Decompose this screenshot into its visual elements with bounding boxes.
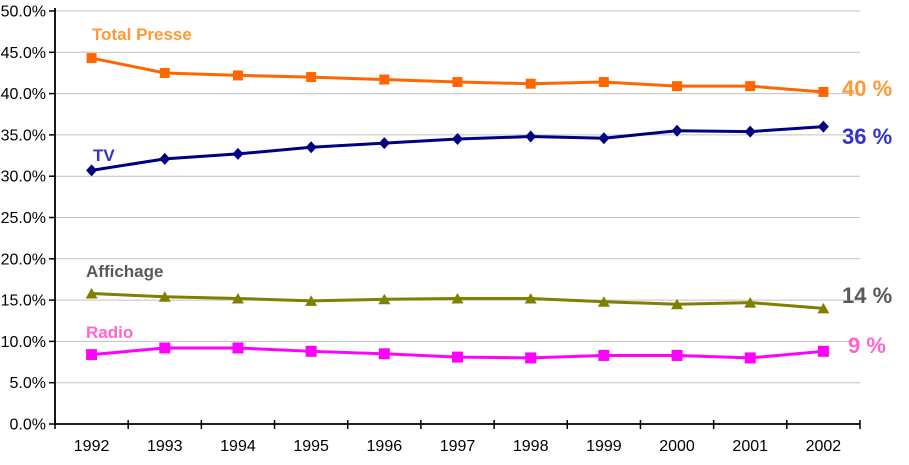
- y-tick-label: 0.0%: [10, 417, 46, 434]
- marker-total-presse: [306, 72, 317, 83]
- marker-affichage: [597, 296, 610, 307]
- marker-total-presse: [818, 86, 829, 97]
- marker-tv: [452, 133, 463, 146]
- marker-tv: [378, 137, 390, 150]
- x-tick-label: 1992: [74, 438, 110, 455]
- marker-tv: [86, 164, 98, 177]
- y-tick-label: 10.0%: [1, 334, 46, 351]
- end-value-label-tv: 36 %: [842, 124, 893, 149]
- marker-total-presse: [745, 81, 756, 92]
- marker-radio: [744, 352, 756, 364]
- marker-radio: [671, 349, 683, 361]
- marker-radio: [378, 348, 390, 360]
- marker-affichage: [451, 292, 464, 304]
- marker-total-presse: [159, 67, 170, 78]
- marker-radio: [86, 349, 98, 361]
- marker-total-presse: [232, 70, 243, 81]
- end-value-label-affichage: 14 %: [842, 283, 893, 308]
- y-tick-label: 45.0%: [1, 45, 46, 62]
- marker-affichage: [671, 298, 684, 310]
- x-tick-label: 2002: [806, 438, 842, 455]
- x-tick-label: 1999: [586, 438, 622, 455]
- y-tick-label: 30.0%: [1, 169, 46, 186]
- x-tick-label: 1997: [440, 438, 476, 455]
- marker-affichage: [85, 287, 98, 299]
- marker-affichage: [231, 292, 244, 304]
- marker-total-presse: [86, 53, 97, 64]
- marker-total-presse: [379, 74, 390, 85]
- marker-total-presse: [525, 78, 536, 89]
- x-tick-label: 1996: [367, 438, 403, 455]
- x-tick-label: 1994: [220, 438, 256, 455]
- marker-tv: [817, 120, 829, 133]
- marker-total-presse: [598, 77, 609, 88]
- marker-tv: [671, 124, 683, 137]
- marker-affichage: [158, 291, 171, 302]
- y-tick-label: 50.0%: [1, 4, 46, 21]
- marker-affichage: [378, 293, 391, 305]
- marker-tv: [232, 147, 244, 160]
- x-tick-label: 2001: [732, 438, 768, 455]
- marker-radio: [305, 345, 317, 357]
- marker-tv: [525, 130, 537, 143]
- marker-total-presse: [672, 81, 683, 92]
- marker-radio: [817, 345, 829, 357]
- marker-radio: [159, 342, 171, 354]
- marker-tv: [598, 132, 610, 145]
- x-tick-label: 2000: [659, 438, 695, 455]
- marker-radio: [452, 351, 463, 363]
- marker-tv: [159, 152, 171, 165]
- y-tick-label: 20.0%: [1, 251, 46, 268]
- marker-radio: [525, 352, 537, 364]
- series-label-radio: Radio: [86, 323, 134, 342]
- marker-affichage: [817, 302, 830, 314]
- marker-affichage: [305, 295, 318, 306]
- series-label-total-presse: Total Presse: [92, 25, 192, 44]
- series-label-tv: TV: [93, 146, 115, 165]
- x-tick-label: 1995: [293, 438, 329, 455]
- y-tick-label: 5.0%: [10, 375, 46, 392]
- y-tick-label: 40.0%: [1, 86, 46, 103]
- marker-tv: [744, 125, 756, 138]
- y-tick-label: 25.0%: [1, 210, 46, 227]
- x-tick-label: 1993: [147, 438, 183, 455]
- marker-radio: [598, 349, 610, 361]
- y-tick-label: 35.0%: [1, 127, 46, 144]
- marker-affichage: [524, 292, 537, 304]
- x-tick-label: 1998: [513, 438, 549, 455]
- end-value-label-radio: 9 %: [848, 333, 886, 358]
- marker-tv: [305, 141, 317, 154]
- marker-affichage: [744, 297, 757, 308]
- end-value-label-total-presse: 40 %: [842, 76, 893, 101]
- y-tick-label: 15.0%: [1, 293, 46, 310]
- marker-total-presse: [452, 77, 463, 88]
- series-label-affichage: Affichage: [86, 262, 164, 281]
- marker-radio: [232, 342, 244, 354]
